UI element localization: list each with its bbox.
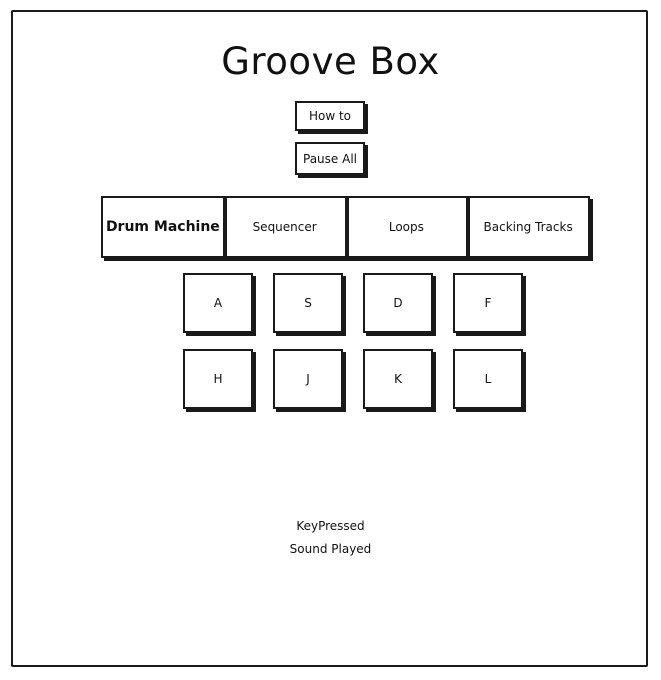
key-pressed-status: KeyPressed — [296, 519, 365, 533]
pad-d[interactable]: D — [363, 273, 433, 333]
pad-j[interactable]: J — [273, 349, 343, 409]
tab-backing-tracks[interactable]: Backing Tracks — [483, 220, 573, 234]
pad-f[interactable]: F — [453, 273, 523, 333]
pad-k[interactable]: K — [363, 349, 433, 409]
pad-l[interactable]: L — [453, 349, 523, 409]
pause-all-button[interactable]: Pause All — [295, 142, 365, 175]
mode-tabs: Drum Machine Sequencer Loops Backing Tra… — [101, 196, 590, 258]
page-title: Groove Box — [221, 40, 440, 83]
tab-sequencer[interactable]: Sequencer — [225, 198, 347, 256]
how-to-button[interactable]: How to — [295, 101, 365, 131]
pad-h[interactable]: H — [183, 349, 253, 409]
sound-played-status: Sound Played — [289, 542, 372, 556]
pad-s[interactable]: S — [273, 273, 343, 333]
tab-drum-machine[interactable]: Drum Machine — [103, 198, 225, 256]
tab-loops[interactable]: Loops — [347, 198, 469, 256]
pad-a[interactable]: A — [183, 273, 253, 333]
